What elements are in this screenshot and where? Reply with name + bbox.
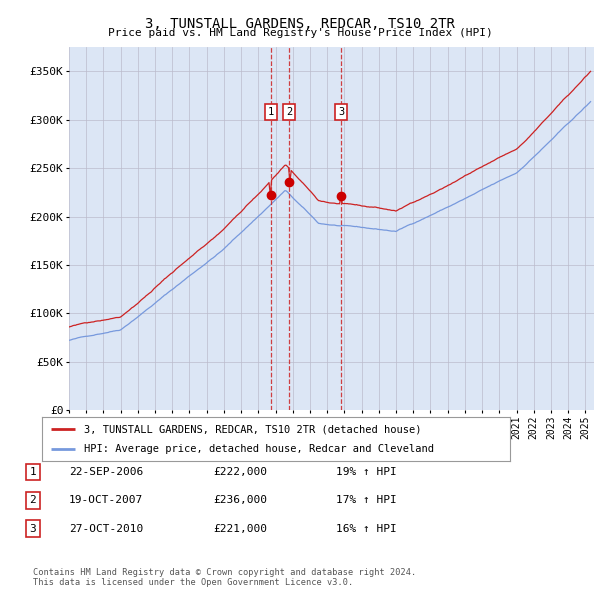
Text: Contains HM Land Registry data © Crown copyright and database right 2024.
This d: Contains HM Land Registry data © Crown c… [33,568,416,587]
Text: 2: 2 [286,107,292,117]
Text: 17% ↑ HPI: 17% ↑ HPI [336,496,397,505]
Text: 22-SEP-2006: 22-SEP-2006 [69,467,143,477]
Text: £222,000: £222,000 [213,467,267,477]
Text: 3: 3 [29,524,37,533]
Text: 19% ↑ HPI: 19% ↑ HPI [336,467,397,477]
Text: HPI: Average price, detached house, Redcar and Cleveland: HPI: Average price, detached house, Redc… [84,444,434,454]
Text: 3, TUNSTALL GARDENS, REDCAR, TS10 2TR (detached house): 3, TUNSTALL GARDENS, REDCAR, TS10 2TR (d… [84,424,422,434]
Text: 19-OCT-2007: 19-OCT-2007 [69,496,143,505]
Text: 1: 1 [29,467,37,477]
Text: £221,000: £221,000 [213,524,267,533]
Text: 16% ↑ HPI: 16% ↑ HPI [336,524,397,533]
Text: Price paid vs. HM Land Registry's House Price Index (HPI): Price paid vs. HM Land Registry's House … [107,28,493,38]
Text: 3: 3 [338,107,344,117]
Text: 27-OCT-2010: 27-OCT-2010 [69,524,143,533]
Text: 2: 2 [29,496,37,505]
Text: 3, TUNSTALL GARDENS, REDCAR, TS10 2TR: 3, TUNSTALL GARDENS, REDCAR, TS10 2TR [145,17,455,31]
Text: £236,000: £236,000 [213,496,267,505]
Text: 1: 1 [268,107,274,117]
